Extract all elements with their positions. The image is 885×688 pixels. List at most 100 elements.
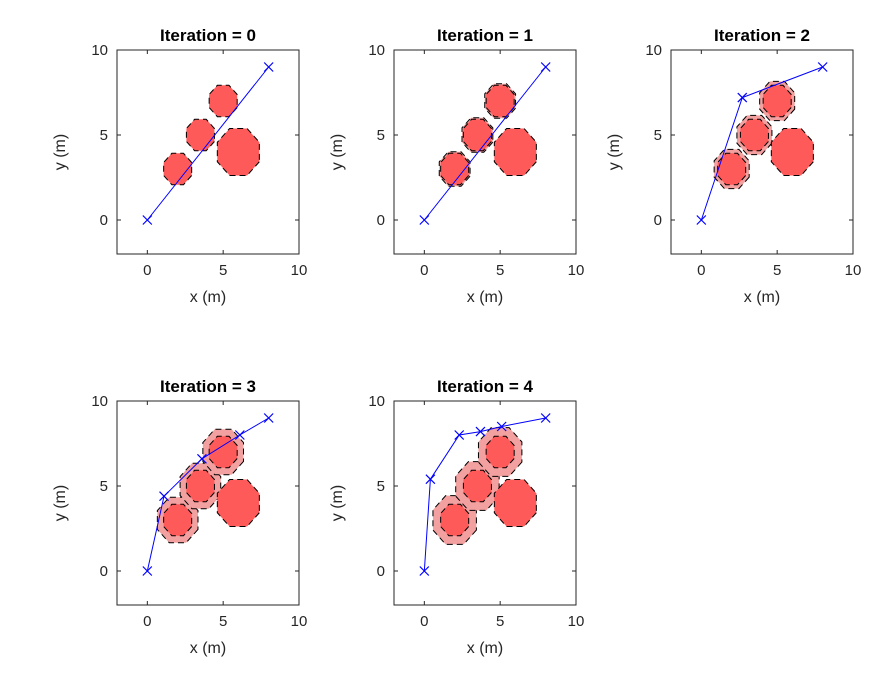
x-axis-label: x (m): [744, 289, 780, 306]
obstacle: [717, 152, 747, 186]
x-tick-label: 10: [568, 262, 585, 279]
obstacle: [485, 84, 515, 118]
y-axis-label: y (m): [329, 485, 346, 521]
obstacle: [440, 503, 470, 537]
path-line: [146, 66, 270, 221]
x-tick-label: 5: [219, 613, 227, 630]
marker-stroke: [696, 215, 707, 225]
obstacle: [163, 152, 193, 186]
path-waypoint-marker: [142, 215, 153, 225]
subplot-0: Iteration = 0 0 5 10 0 5 10 x (m) y (m): [52, 26, 307, 306]
plot-title: Iteration = 0: [160, 26, 256, 45]
marker-stroke: [263, 413, 274, 423]
x-axis-label: x (m): [467, 640, 503, 657]
marker-stroke: [496, 421, 507, 432]
x-tick-label: 0: [420, 262, 428, 279]
path-waypoint-marker: [419, 215, 430, 225]
x-tick-label: 10: [291, 613, 308, 630]
marker-stroke: [142, 215, 153, 225]
subplot-3: Iteration = 3 0 5 10 0 5 10 x (m) y (m): [52, 377, 307, 657]
subplot-1: Iteration = 1 0 5 10 0 5 10 x (m) y (m): [329, 26, 584, 306]
obstacle: [208, 435, 238, 469]
y-tick-label: 5: [100, 478, 108, 495]
x-tick-label: 0: [697, 262, 705, 279]
x-axis-label: x (m): [467, 289, 503, 306]
obstacle: [462, 118, 492, 152]
y-tick-label: 5: [377, 478, 385, 495]
obstacle: [216, 127, 260, 177]
path-waypoint-marker: [540, 62, 551, 72]
y-tick-label: 0: [654, 212, 662, 229]
marker-stroke: [540, 413, 551, 423]
marker-stroke: [737, 92, 748, 103]
path-waypoint-marker: [737, 92, 748, 103]
marker-stroke: [263, 62, 274, 72]
plot-title: Iteration = 2: [714, 26, 810, 45]
obstacle: [485, 435, 515, 469]
x-tick-label: 0: [420, 613, 428, 630]
obstacle: [762, 84, 792, 118]
marker-stroke: [234, 430, 245, 440]
obstacle: [493, 478, 537, 528]
x-axis-label: x (m): [190, 640, 226, 657]
y-tick-label: 5: [654, 127, 662, 144]
marker-stroke: [817, 62, 828, 72]
path-waypoint-marker: [263, 62, 274, 72]
subplot-4: Iteration = 4 0 5 10 0 5 10 x (m) y (m): [329, 377, 584, 657]
path-waypoint-marker: [197, 453, 207, 464]
x-tick-label: 10: [291, 262, 308, 279]
obstacle: [208, 84, 238, 118]
marker-stroke: [197, 453, 207, 464]
y-tick-label: 0: [100, 212, 108, 229]
x-tick-label: 5: [219, 262, 227, 279]
plot-title: Iteration = 1: [437, 26, 533, 45]
subplot-2: Iteration = 2 0 5 10 0 5 10 x (m) y (m): [606, 26, 861, 306]
y-tick-label: 0: [100, 563, 108, 580]
path-waypoint-marker: [496, 421, 507, 432]
y-tick-label: 5: [100, 127, 108, 144]
x-tick-label: 5: [496, 613, 504, 630]
y-tick-label: 10: [368, 393, 385, 410]
obstacle: [770, 127, 814, 177]
x-tick-label: 0: [143, 262, 151, 279]
y-axis-label: y (m): [329, 134, 346, 170]
y-axis-label: y (m): [52, 485, 69, 521]
marker-stroke: [419, 566, 430, 576]
marker-stroke: [419, 215, 430, 225]
x-tick-label: 5: [496, 262, 504, 279]
path-waypoint-marker: [234, 430, 245, 440]
x-tick-label: 0: [143, 613, 151, 630]
x-tick-label: 10: [845, 262, 862, 279]
path-waypoint-marker: [263, 413, 274, 423]
marker-stroke: [540, 62, 551, 72]
marker-stroke: [425, 474, 436, 485]
y-tick-label: 10: [368, 42, 385, 59]
path-waypoint-marker: [454, 430, 465, 440]
x-tick-label: 5: [773, 262, 781, 279]
marker-stroke: [142, 566, 153, 576]
path-waypoint-marker: [817, 62, 828, 72]
obstacle: [739, 118, 769, 152]
plot-title: Iteration = 3: [160, 377, 256, 396]
obstacle: [185, 469, 215, 503]
y-tick-label: 10: [91, 42, 108, 59]
x-tick-label: 10: [568, 613, 585, 630]
x-axis-label: x (m): [190, 289, 226, 306]
path-waypoint-marker: [540, 413, 551, 423]
y-axis-label: y (m): [606, 134, 623, 170]
obstacle: [493, 127, 537, 177]
path-waypoint-marker: [696, 215, 707, 225]
obstacle: [185, 118, 215, 152]
obstacle: [462, 469, 492, 503]
marker-stroke: [454, 430, 465, 440]
path-waypoint-marker: [475, 426, 486, 437]
path-waypoint-marker: [419, 566, 430, 576]
obstacle: [163, 503, 193, 537]
obstacle: [216, 478, 260, 528]
y-tick-label: 10: [645, 42, 662, 59]
y-tick-label: 0: [377, 212, 385, 229]
y-tick-label: 5: [377, 127, 385, 144]
path-waypoint-marker: [425, 474, 436, 485]
path-line: [423, 417, 546, 572]
